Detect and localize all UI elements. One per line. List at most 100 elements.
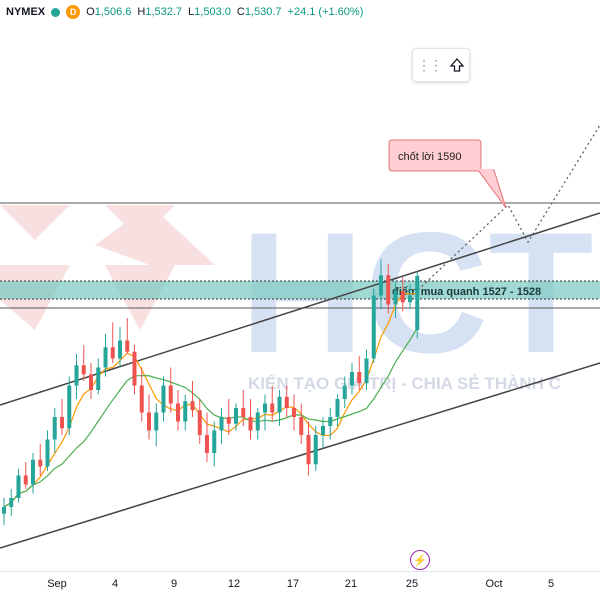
candle-body <box>328 417 333 426</box>
high-value: 1,532.7 <box>145 6 183 18</box>
arrow-up-icon[interactable] <box>449 57 465 73</box>
ohlc-high: H1,532.7 <box>137 6 182 18</box>
candle-body <box>183 401 188 422</box>
candle-body <box>371 295 376 359</box>
candle-body <box>197 410 202 435</box>
symbol-header: NYMEX D O1,506.6 H1,532.7 L1,503.0 C1,53… <box>0 0 363 24</box>
candle-body <box>400 291 405 303</box>
time-axis[interactable]: Sep 4 9 12 17 21 25 Oct 5 <box>0 571 600 601</box>
candle-body <box>408 295 412 303</box>
drawing-toolbar[interactable]: ⋮⋮ <box>412 48 470 82</box>
candle-body <box>277 396 282 413</box>
take-profit-label: chốt lời 1590 <box>398 151 461 163</box>
candle-body <box>139 385 144 413</box>
channel-lower-line[interactable] <box>0 362 600 549</box>
candle-body <box>9 498 14 507</box>
ohlc-close: C1,530.7 <box>237 6 282 18</box>
candle-body <box>364 358 369 384</box>
candle-body <box>284 396 289 408</box>
candle-body <box>190 401 195 411</box>
candle-body <box>234 408 238 424</box>
x-tick: Oct <box>485 578 503 590</box>
ohlc-change: +24.1 (+1.60%) <box>288 6 364 18</box>
candle-body <box>52 417 57 440</box>
projection-path[interactable] <box>417 124 600 291</box>
price-chart[interactable]: HCT KIẾN TẠO GIÁ TRỊ - CHIA SẺ THÀNH C đ… <box>0 0 600 571</box>
x-tick: 21 <box>344 578 358 590</box>
candle-body <box>313 435 318 465</box>
timeframe-badge[interactable]: D <box>66 5 81 19</box>
x-tick: 9 <box>170 578 178 590</box>
high-label: H <box>137 6 146 18</box>
ohlc-open: O1,506.6 <box>86 6 131 18</box>
watermark-triangle-red-top <box>0 205 70 240</box>
x-tick: 25 <box>405 578 419 590</box>
candle-body <box>31 459 35 485</box>
market-status-icon <box>51 7 61 17</box>
open-value: 1,506.6 <box>94 6 132 18</box>
candle-body <box>81 365 86 375</box>
candle-body <box>212 430 217 453</box>
candle-body <box>67 385 72 429</box>
candle-body <box>306 435 311 465</box>
open-label: O <box>86 6 95 18</box>
low-value: 1,503.0 <box>194 6 231 18</box>
x-tick: 4 <box>111 578 119 590</box>
watermark-logo <box>0 205 215 330</box>
candle-body <box>118 340 122 359</box>
candle-body <box>38 459 43 467</box>
watermark-slogan: KIẾN TẠO GIÁ TRỊ - CHIA SẺ THÀNH C <box>248 374 561 393</box>
candle-body <box>386 275 391 305</box>
candle-body <box>321 426 325 435</box>
candle-body <box>226 417 231 424</box>
candle-body <box>205 435 209 453</box>
callout-box <box>388 139 482 172</box>
close-value: 1,530.7 <box>244 6 282 18</box>
candle-body <box>45 439 50 467</box>
change-value: +24.1 (+1.60%) <box>287 6 364 18</box>
candle-body <box>2 507 6 514</box>
symbol-name[interactable]: NYMEX <box>6 6 46 18</box>
candle-body <box>161 385 166 413</box>
candle-body <box>74 365 79 386</box>
candle-body <box>168 385 173 404</box>
lightning-icon[interactable]: ⚡ <box>410 550 430 570</box>
drag-handle-icon[interactable]: ⋮⋮ <box>417 56 443 73</box>
candle-body <box>176 403 180 422</box>
candle-body <box>292 408 296 417</box>
candle-body <box>299 417 304 435</box>
candle-body <box>357 372 362 384</box>
ma-slow-line <box>3 327 418 508</box>
candle-body <box>219 417 224 431</box>
candle-body <box>23 475 28 485</box>
x-tick: 5 <box>547 578 555 590</box>
candle-body <box>110 347 115 359</box>
candle-body <box>241 408 246 417</box>
candle-body <box>60 417 64 429</box>
ma-fast-line <box>3 293 418 508</box>
candle-body <box>379 275 383 296</box>
candle-body <box>263 403 267 413</box>
candle-body <box>147 412 151 431</box>
candle-body <box>350 372 354 386</box>
candle-body <box>132 351 137 386</box>
take-profit-callout[interactable]: chốt lời 1590 <box>388 139 507 209</box>
x-tick: 12 <box>227 578 241 590</box>
watermark-diamond-red <box>95 205 215 265</box>
candle-body <box>270 403 275 413</box>
x-tick: Sep <box>47 578 67 590</box>
candle-body <box>96 367 101 390</box>
candle-body <box>125 340 130 352</box>
ohlc-low: L1,503.0 <box>188 6 231 18</box>
candle-body <box>335 399 340 417</box>
candle-body <box>89 374 93 390</box>
buy-zone-rectangle[interactable] <box>0 281 600 299</box>
candle-body <box>248 417 253 431</box>
buy-zone-label: điểm mua quanh 1527 - 1528 <box>392 286 541 298</box>
x-tick: 17 <box>286 578 300 590</box>
candle-body <box>103 347 108 368</box>
candle-body <box>154 412 159 431</box>
candle-body <box>16 475 21 498</box>
close-label: C <box>236 6 245 18</box>
candle-body <box>393 291 398 305</box>
